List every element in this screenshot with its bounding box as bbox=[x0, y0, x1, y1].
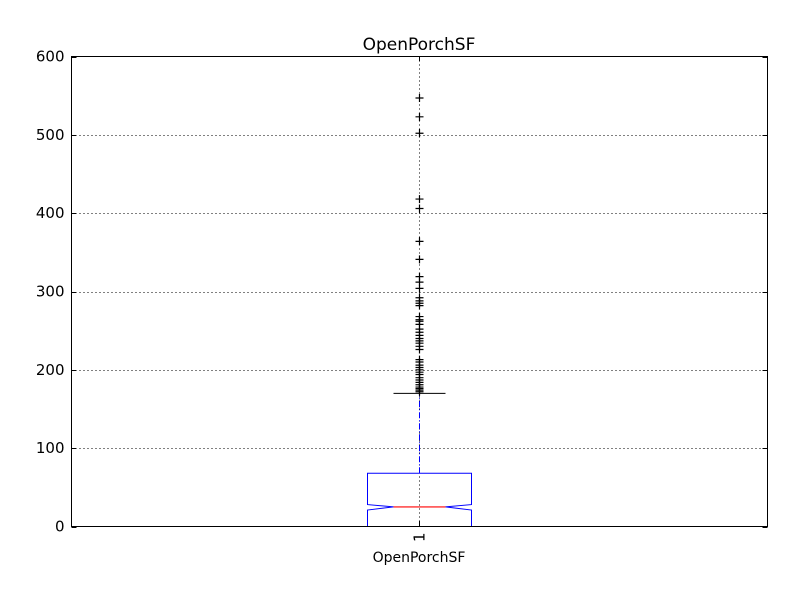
outlier-point bbox=[415, 112, 424, 121]
y-tick-label: 600 bbox=[36, 48, 65, 66]
y-tick-label: 0 bbox=[55, 518, 65, 536]
outlier-point bbox=[415, 345, 424, 354]
chart-title: OpenPorchSF bbox=[363, 35, 476, 55]
axes: 0 100 200 300 400 500 600 1 bbox=[36, 48, 768, 543]
outlier-point bbox=[415, 129, 424, 138]
y-tick-label: 100 bbox=[36, 439, 65, 457]
outlier-point bbox=[415, 301, 424, 310]
outlier-point bbox=[415, 204, 424, 213]
outlier-point bbox=[415, 195, 424, 204]
x-tick-label: 1 bbox=[411, 533, 429, 543]
box-plot bbox=[367, 392, 472, 527]
outlier-points bbox=[415, 94, 424, 396]
outlier-point bbox=[415, 387, 424, 396]
outlier-point bbox=[415, 255, 424, 264]
y-tick-label: 300 bbox=[36, 283, 65, 301]
outlier-point bbox=[415, 284, 424, 293]
y-tick-label: 400 bbox=[36, 204, 65, 222]
notched-box bbox=[367, 472, 472, 527]
x-axis-label: OpenPorchSF bbox=[373, 550, 466, 566]
outlier-point bbox=[415, 237, 424, 246]
y-tick-label: 500 bbox=[36, 126, 65, 144]
y-tick-label: 200 bbox=[36, 361, 65, 379]
outlier-point bbox=[415, 94, 424, 103]
